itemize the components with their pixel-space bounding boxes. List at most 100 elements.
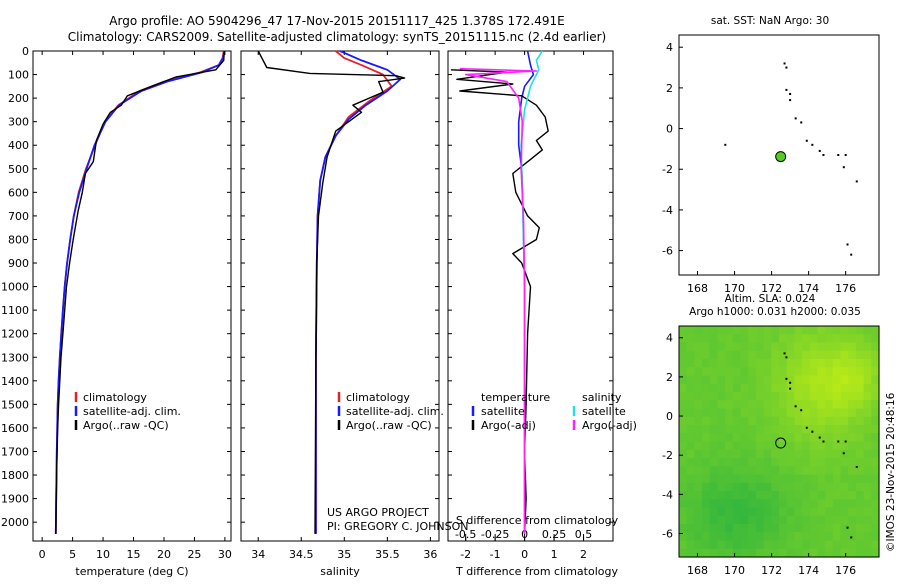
sla-cell xyxy=(755,532,765,542)
sla-cell xyxy=(871,408,880,418)
sla-cell xyxy=(732,326,742,335)
sla-cell xyxy=(809,507,819,517)
sla-cell xyxy=(755,350,765,360)
temperature-plot: 0100200300400500600700800900100011001200… xyxy=(1,45,232,561)
y-tick-label: 600 xyxy=(8,186,29,199)
x-tick-label: 20 xyxy=(157,548,171,561)
sla-cell xyxy=(725,491,734,500)
sla-cell xyxy=(786,350,795,360)
sla-cell xyxy=(779,449,788,459)
sla-cell xyxy=(802,359,811,368)
sla-cell xyxy=(817,441,826,451)
sla-cell xyxy=(679,400,688,410)
sla-cell xyxy=(748,515,757,525)
sla-cell xyxy=(825,507,834,517)
sla-cell xyxy=(725,524,734,533)
sla-map: 168 170 172 174 176 -6 -4 -2 0 2 4 xyxy=(662,332,858,577)
sla-cell xyxy=(679,449,688,459)
sla-cell xyxy=(717,433,726,443)
sla-cell xyxy=(771,524,780,533)
sla-cell xyxy=(832,474,842,484)
sla-cell xyxy=(686,499,695,509)
sla-cell xyxy=(694,507,703,517)
sla-cell xyxy=(725,441,734,451)
sla-cell xyxy=(702,449,711,459)
sla-cell xyxy=(725,433,734,443)
sla-cell xyxy=(825,524,834,533)
sla-cell xyxy=(755,499,765,509)
sla-cell xyxy=(817,491,826,500)
sla-cell xyxy=(694,367,703,377)
sla-cell xyxy=(786,507,795,517)
sla-cell xyxy=(763,507,772,517)
sla-cell xyxy=(717,515,726,525)
sla-cell xyxy=(725,359,734,368)
sla-cell xyxy=(786,499,795,509)
sla-cell xyxy=(725,392,734,401)
sla-cell xyxy=(832,507,842,517)
sla-cell xyxy=(825,408,834,418)
sla-cell xyxy=(786,342,795,352)
legend-title-temperature: temperature xyxy=(481,391,550,404)
sla-cell xyxy=(709,466,719,476)
sla-cell xyxy=(825,383,834,393)
sla-cell xyxy=(863,515,872,525)
sla-cell xyxy=(809,392,819,401)
sla-cell xyxy=(871,532,880,542)
figure-title-line2: Climatology: CARS2009. Satellite-adjuste… xyxy=(68,30,606,44)
sla-cell xyxy=(755,425,765,434)
sla-cell xyxy=(771,433,780,443)
island-mark xyxy=(846,243,849,246)
sla-cell xyxy=(702,425,711,434)
sla-cell xyxy=(779,524,788,533)
sla-cell xyxy=(748,400,757,410)
sla-cell xyxy=(825,474,834,484)
sla-cell xyxy=(771,392,780,401)
sla-cell xyxy=(755,383,765,393)
sla-cell xyxy=(848,548,857,558)
legend-label: satellite xyxy=(582,405,626,418)
sla-cell xyxy=(794,416,803,426)
sla-cell xyxy=(809,433,819,443)
sla-cell xyxy=(871,433,880,443)
sla-cell xyxy=(763,425,772,434)
sla-cell xyxy=(855,482,865,492)
temperature-plot-frame xyxy=(32,50,232,542)
sla-cell xyxy=(709,416,719,426)
sla-cell xyxy=(725,400,734,410)
sla-cell xyxy=(840,540,849,550)
difference-plot: -2 -1 0 1 2 -0.5 -0.25 0 0.25 0.5 temperature salin… xyxy=(448,50,637,561)
sla-cell xyxy=(748,532,757,542)
sla-cell xyxy=(748,408,757,418)
sla-cell xyxy=(717,532,726,542)
sla-cell xyxy=(855,507,865,517)
sla-cell xyxy=(694,458,703,467)
map-y-tick-label: 0 xyxy=(666,123,673,136)
argo-float-marker xyxy=(775,437,787,449)
sla-cell xyxy=(832,540,842,550)
sla-cell xyxy=(840,400,849,410)
sla-cell xyxy=(817,433,826,443)
sla-cell xyxy=(802,408,811,418)
sla-cell xyxy=(855,359,865,368)
sla-cell xyxy=(855,350,865,360)
sla-cell xyxy=(709,449,719,459)
sla-cell xyxy=(740,524,749,533)
sla-cell xyxy=(740,400,749,410)
sla-cell xyxy=(779,507,788,517)
sla-cell xyxy=(755,326,765,335)
sla-cell xyxy=(686,515,695,525)
sla-cell xyxy=(848,458,857,467)
sla-cell xyxy=(794,383,803,393)
sla-cell xyxy=(771,482,780,492)
sla-cell xyxy=(786,359,795,368)
sla-cell xyxy=(832,441,842,451)
sla-cell xyxy=(740,466,749,476)
sla-cell xyxy=(802,466,811,476)
x-tick-label: 34.5 xyxy=(289,548,314,561)
sla-cell xyxy=(694,350,703,360)
sla-cell xyxy=(740,326,749,335)
sla-cell xyxy=(702,466,711,476)
sla-cell xyxy=(863,359,872,368)
sla-cell xyxy=(840,491,849,500)
